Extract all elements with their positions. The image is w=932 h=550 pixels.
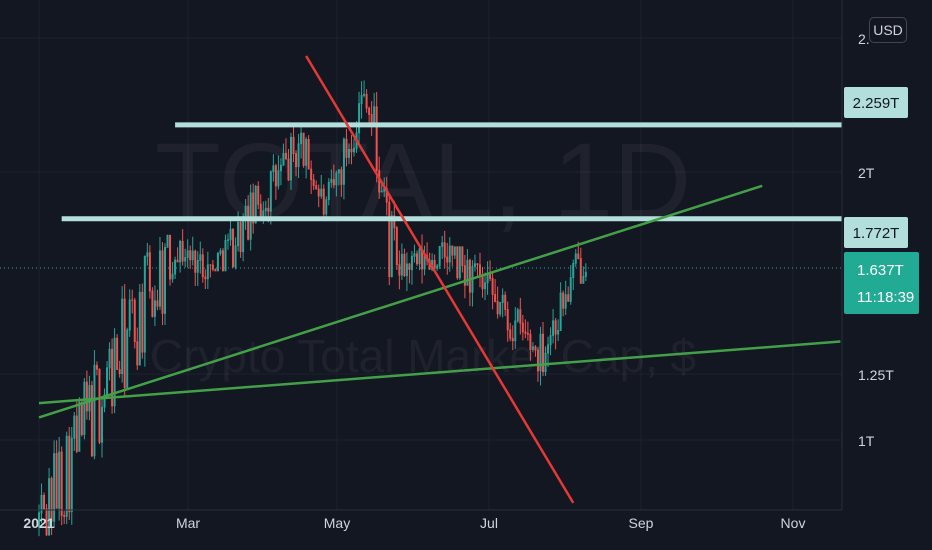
candlestick-series <box>38 80 587 537</box>
drawings[interactable] <box>38 55 842 504</box>
x-tick-label: Mar <box>176 515 200 531</box>
resistance-trend-line <box>305 55 575 504</box>
y-tick-label: 2. <box>858 31 870 47</box>
price-tag-mid-box <box>844 217 908 248</box>
y-tick-label: 2T <box>858 165 875 181</box>
x-tick-label: Jul <box>480 515 498 531</box>
countdown-timer: 11:18:39 <box>857 289 914 306</box>
y-tick-label: 1T <box>858 433 875 449</box>
x-tick-label: Sep <box>629 515 654 531</box>
x-tick-label: Nov <box>781 515 806 531</box>
last-price-tag: 1.637T <box>857 262 904 279</box>
last-price-tag-box <box>844 252 919 314</box>
currency-button[interactable]: USD <box>869 17 907 43</box>
watermark-symbol: TOTAL, 1D <box>155 120 691 241</box>
price-tag-high: 2.259T <box>853 95 900 112</box>
support-trend-line <box>38 184 763 419</box>
price-axis[interactable]: 2. 2T 1.25T 1T 2.259T 1.772T 1.637T 11:1… <box>844 31 919 449</box>
price-tag-mid: 1.772T <box>853 225 900 242</box>
x-tick-label: May <box>324 515 350 531</box>
support-trend-line <box>38 340 841 405</box>
price-tag-high-box <box>844 87 908 118</box>
y-tick-label: 1.25T <box>858 367 894 383</box>
time-axis[interactable]: 2021 Mar May Jul Sep Nov <box>23 515 805 531</box>
x-tick-label: 2021 <box>23 515 54 531</box>
